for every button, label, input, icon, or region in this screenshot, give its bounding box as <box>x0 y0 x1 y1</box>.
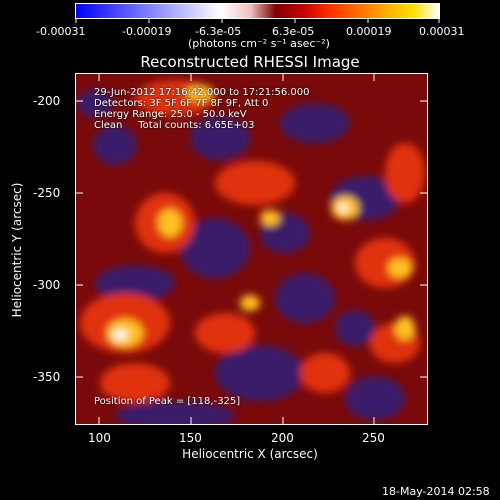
y-axis-label: Heliocentric Y (arcsec) <box>10 182 24 318</box>
x-tick-label-150: 150 <box>179 431 202 445</box>
y-tick-label-minus350: -350 <box>33 370 61 384</box>
plot-frame <box>75 73 428 425</box>
rhessi-image <box>75 73 428 425</box>
colorbar-ticks-layer <box>75 19 440 23</box>
footer-timestamp: 18-May-2014 02:58 <box>382 485 490 498</box>
x-tick-label-100: 100 <box>88 431 111 445</box>
image-blobs <box>77 80 425 425</box>
annotation-detectors: Detectors: 3F 5F 6F 7F 8F 9F, Att 0 <box>94 98 269 109</box>
plot-title: Reconstructed RHESSI Image <box>140 53 360 71</box>
colorbar-tick-label-2: -6.3e-05 <box>195 25 242 38</box>
colorbar-tick-label-0: -0.00031 <box>36 25 86 38</box>
colorbar-tick-label-4: 0.00019 <box>346 25 392 38</box>
x-axis-label: Heliocentric X (arcsec) <box>182 447 318 461</box>
colorbar <box>75 3 440 19</box>
annotation-time-range: 29-Jun-2012 17:16:42.000 to 17:21:56.000 <box>94 87 310 98</box>
annotation-energy-range: Energy Range: 25.0 - 50.0 keV <box>94 109 247 120</box>
x-tick-label-250: 250 <box>362 431 385 445</box>
colorbar-tick-label-5: 0.00031 <box>419 25 465 38</box>
annotation-peak-position: Position of Peak = [118,-325] <box>94 396 241 407</box>
y-tick-label-minus250: -250 <box>33 186 61 200</box>
y-tick-label-minus200: -200 <box>33 94 61 108</box>
colorbar-units-label: (photons cm⁻² s⁻¹ asec⁻²) <box>188 37 330 50</box>
colorbar-tick-label-1: -0.00019 <box>122 25 172 38</box>
y-tick-label-minus300: -300 <box>33 278 61 292</box>
annotation-method-counts: Clean Total counts: 6.65E+03 <box>94 120 255 131</box>
colorbar-tick-label-3: 6.3e-05 <box>272 25 315 38</box>
x-tick-label-200: 200 <box>271 431 294 445</box>
